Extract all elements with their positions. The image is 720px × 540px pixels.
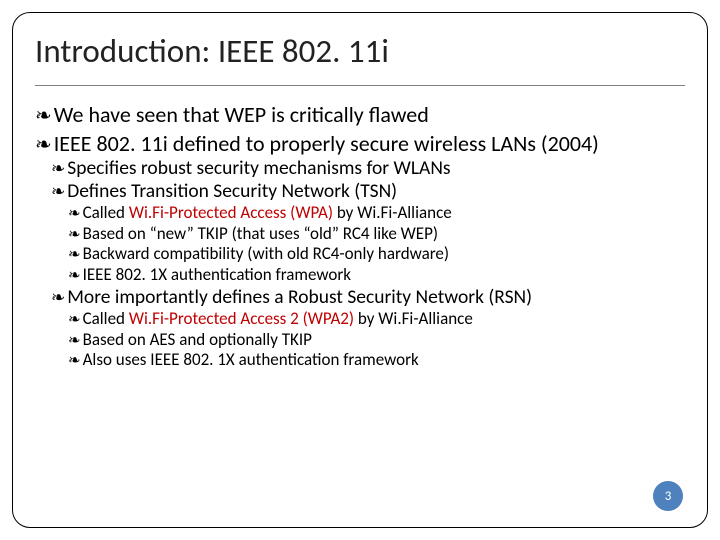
bullet-icon: ❧ xyxy=(51,159,65,179)
bullet-icon: ❧ xyxy=(68,266,81,284)
bullet-text: Defines Transition Security Network (TSN… xyxy=(67,180,397,203)
list-item: ❧ Specifies robust security mechanisms f… xyxy=(51,157,685,180)
list-item: ❧ IEEE 802. 1X authentication framework xyxy=(68,265,685,286)
bullet-sublist: ❧ Specifies robust security mechanisms f… xyxy=(51,157,685,371)
text-run-accent: Wi.Fi-Protected Access (WPA) xyxy=(129,202,333,223)
bullet-icon: ❧ xyxy=(35,103,52,128)
list-item: ❧ Backward compatibility (with old RC4-o… xyxy=(68,244,685,265)
text-run: by Wi.Fi-Alliance xyxy=(354,308,473,329)
list-item: ❧ Called Wi.Fi-Protected Access 2 (WPA2)… xyxy=(68,309,685,330)
list-item: ❧ IEEE 802. 11i defined to properly secu… xyxy=(35,131,685,371)
bullet-text: Specifies robust security mechanisms for… xyxy=(67,157,450,180)
page-number-badge: 3 xyxy=(653,481,683,511)
list-item: ❧ Based on AES and optionally TKIP xyxy=(68,330,685,351)
bullet-icon: ❧ xyxy=(68,351,81,369)
bullet-icon: ❧ xyxy=(68,245,81,263)
list-item: ❧ We have seen that WEP is critically fl… xyxy=(35,102,685,128)
list-item: ❧ Called Wi.Fi-Protected Access (WPA) by… xyxy=(68,203,685,224)
bullet-text: More importantly defines a Robust Securi… xyxy=(67,286,532,309)
bullet-list: ❧ We have seen that WEP is critically fl… xyxy=(35,102,685,371)
list-item: ❧ Based on “new” TKIP (that uses “old” R… xyxy=(68,224,685,245)
list-item: ❧ Defines Transition Security Network (T… xyxy=(51,180,685,286)
title-divider xyxy=(35,85,685,86)
bullet-icon: ❧ xyxy=(68,310,81,328)
bullet-subsublist: ❧ Called Wi.Fi-Protected Access (WPA) by… xyxy=(68,203,685,286)
list-item: ❧ Also uses IEEE 802. 1X authentication … xyxy=(68,350,685,371)
bullet-text: Also uses IEEE 802. 1X authentication fr… xyxy=(83,350,419,371)
bullet-text: Called Wi.Fi-Protected Access 2 (WPA2) b… xyxy=(83,309,473,330)
text-run-accent: Wi.Fi-Protected Access 2 (WPA2) xyxy=(129,308,354,329)
bullet-text: Based on AES and optionally TKIP xyxy=(83,330,312,351)
bullet-icon: ❧ xyxy=(68,331,81,349)
bullet-icon: ❧ xyxy=(68,204,81,222)
bullet-text: We have seen that WEP is critically flaw… xyxy=(54,102,429,128)
bullet-icon: ❧ xyxy=(51,288,65,308)
text-run: by Wi.Fi-Alliance xyxy=(333,202,452,223)
bullet-icon: ❧ xyxy=(51,182,65,202)
slide-frame: Introduction: IEEE 802. 11i ❧ We have se… xyxy=(12,12,708,528)
slide: Introduction: IEEE 802. 11i ❧ We have se… xyxy=(0,0,720,540)
page-number: 3 xyxy=(665,489,672,504)
bullet-subsublist: ❧ Called Wi.Fi-Protected Access 2 (WPA2)… xyxy=(68,309,685,371)
bullet-text: Backward compatibility (with old RC4-onl… xyxy=(83,244,449,265)
text-run: Called xyxy=(83,308,129,329)
bullet-text: Called Wi.Fi-Protected Access (WPA) by W… xyxy=(83,203,452,224)
bullet-text: IEEE 802. 1X authentication framework xyxy=(83,265,351,286)
list-item: ❧ More importantly defines a Robust Secu… xyxy=(51,286,685,371)
bullet-text: IEEE 802. 11i defined to properly secure… xyxy=(54,131,599,157)
slide-title: Introduction: IEEE 802. 11i xyxy=(35,31,685,71)
bullet-icon: ❧ xyxy=(68,225,81,243)
bullet-icon: ❧ xyxy=(35,132,52,157)
text-run: Called xyxy=(83,202,129,223)
bullet-text: Based on “new” TKIP (that uses “old” RC4… xyxy=(83,224,438,245)
